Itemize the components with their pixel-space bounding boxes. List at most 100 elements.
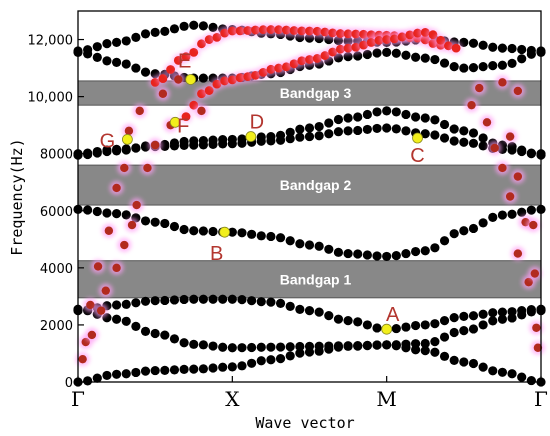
- band-2-point: [256, 342, 266, 352]
- measured-point: [197, 106, 206, 116]
- band-3: [73, 294, 546, 334]
- band-2-point: [382, 340, 392, 350]
- y-tick-label: 8000: [40, 148, 73, 163]
- band-3-point: [372, 323, 382, 333]
- measured-point: [467, 100, 476, 110]
- band-2-point: [411, 339, 421, 349]
- measured-point: [490, 143, 499, 153]
- band-6-point: [391, 124, 401, 134]
- band-2-point: [401, 339, 411, 349]
- y-tick-label: 2000: [40, 319, 73, 334]
- band-3-point: [131, 298, 141, 308]
- band-3-point: [391, 323, 401, 334]
- measured-point: [104, 226, 114, 235]
- band-3-point: [275, 298, 286, 308]
- band-4-point: [169, 221, 180, 232]
- band-2-point: [304, 341, 315, 351]
- band-2-point: [266, 342, 276, 352]
- band-4-point: [517, 207, 527, 217]
- band-3-point: [526, 305, 536, 315]
- band-7-point: [391, 48, 401, 58]
- band-8-point: [140, 29, 151, 39]
- band-6-point: [237, 138, 247, 148]
- band-3-point: [285, 301, 295, 311]
- band-6-point: [218, 139, 228, 149]
- band-3-point: [237, 295, 247, 305]
- band-6-point: [256, 136, 266, 146]
- band-3-point: [353, 317, 363, 327]
- band-1-point: [227, 362, 237, 372]
- band-1-point: [150, 365, 160, 376]
- band-1-point: [507, 369, 517, 379]
- measured-point: [96, 306, 106, 315]
- band-4-point: [227, 227, 237, 237]
- measured-point: [482, 118, 492, 127]
- band-4-point: [478, 218, 488, 228]
- band-3-point: [488, 308, 498, 318]
- band-4-point: [468, 223, 479, 234]
- band-1-point: [420, 346, 430, 356]
- band-8-point: [92, 42, 102, 52]
- band-1-point: [439, 351, 450, 361]
- bandgap-3-label: Bandgap 3: [280, 85, 352, 101]
- band-2-point: [430, 336, 440, 347]
- band-2-point: [459, 326, 469, 336]
- band-7-point: [102, 56, 112, 66]
- band-4-point: [362, 250, 372, 260]
- y-tick-label: 0: [65, 376, 73, 391]
- marked-point-label-E: E: [178, 50, 191, 72]
- band-6-point: [314, 131, 324, 141]
- band-8-point: [517, 44, 527, 55]
- band-7-point: [517, 54, 527, 64]
- band-4-point: [189, 226, 199, 236]
- band-5-point: [362, 109, 372, 120]
- band-1-point: [237, 361, 247, 371]
- x-axis-title: Wave vector: [255, 414, 354, 432]
- y-tick-label: 6000: [40, 205, 73, 220]
- band-2-point: [179, 338, 189, 348]
- band-8-point: [102, 39, 112, 49]
- band-6-point: [449, 136, 459, 146]
- band-6-point: [401, 126, 411, 136]
- band-4-point: [391, 250, 401, 261]
- y-tick-label: 10,000: [28, 91, 74, 106]
- band-2-point: [189, 339, 199, 349]
- band-6-point: [420, 129, 430, 139]
- marked-point-label-A: A: [386, 304, 400, 326]
- highlight-point: [166, 65, 176, 74]
- bandgap-1: [77, 260, 542, 299]
- band-7-point: [439, 58, 450, 68]
- band-5-point: [333, 114, 344, 125]
- band-1-point: [247, 358, 257, 368]
- band-1-point: [488, 366, 498, 376]
- band-3-point: [150, 296, 160, 306]
- band-7-point: [140, 67, 151, 77]
- band-4-point: [304, 240, 315, 250]
- band-5-point: [459, 126, 469, 136]
- band-6-point: [285, 134, 295, 144]
- band-3-point: [266, 297, 276, 307]
- measured-points: [75, 72, 545, 367]
- band-6-point: [275, 135, 286, 145]
- band-4-point: [83, 205, 93, 215]
- band-7-point: [198, 73, 208, 83]
- band-2-point: [111, 314, 122, 324]
- band-3-point: [227, 294, 237, 304]
- measured-point: [78, 354, 87, 364]
- band-2-point: [295, 341, 305, 352]
- band-6-point: [102, 145, 112, 155]
- plot-frame: [77, 10, 542, 383]
- band-1-point: [208, 363, 218, 373]
- y-axis: 0 2000 4000 6000 8000 10,000 12,000: [28, 34, 84, 391]
- measured-point: [505, 192, 515, 201]
- measured-point: [530, 269, 540, 278]
- band-7-point: [362, 49, 372, 60]
- y-tick-label: 12,000: [28, 34, 74, 49]
- band-4-point: [208, 226, 218, 237]
- measured-point: [533, 343, 543, 352]
- band-5-point: [468, 128, 479, 138]
- measured-point: [120, 240, 129, 250]
- band-6-point: [198, 140, 208, 150]
- marked-point-D: [245, 131, 257, 142]
- band-6-point: [160, 141, 170, 151]
